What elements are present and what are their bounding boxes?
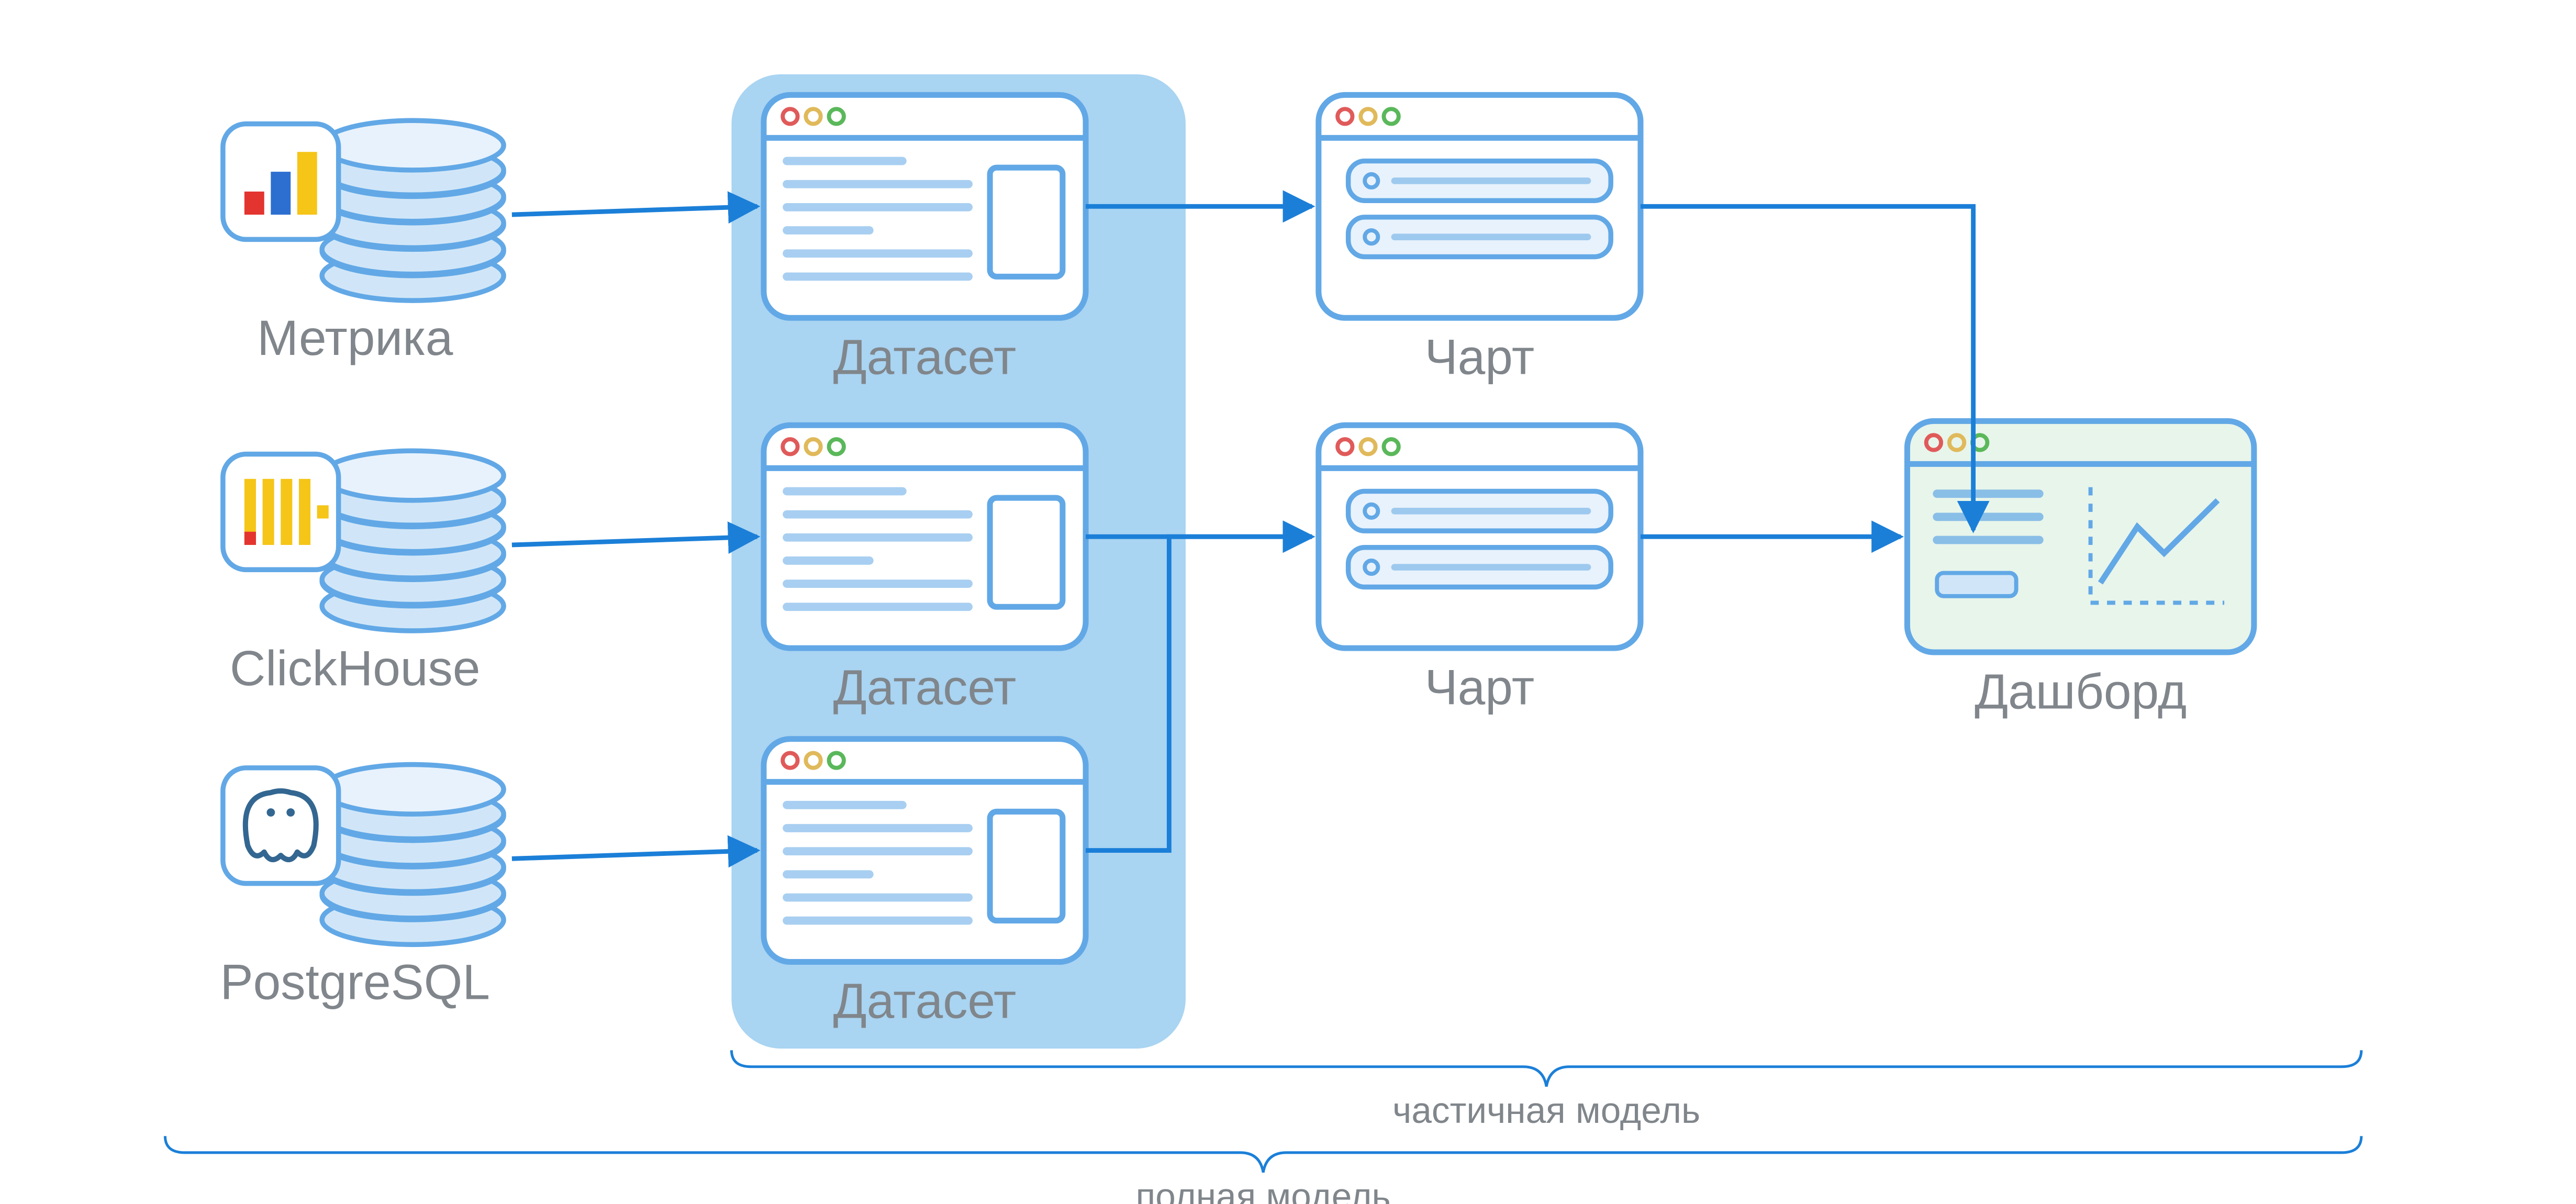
source-metrica: Метрика <box>223 120 504 366</box>
dataset-label-ds3: Датасет <box>833 974 1017 1029</box>
arrow <box>512 206 757 215</box>
source-label-metrica: Метрика <box>257 310 453 366</box>
dashboard-label: Дашборд <box>1975 664 2187 719</box>
source-clickhouse: ClickHouse <box>223 451 504 696</box>
partial-model-bracket <box>731 1050 2361 1086</box>
dashboard: Дашборд <box>1907 421 2254 719</box>
dataset-label-ds2: Датасет <box>833 660 1017 715</box>
partial-model-label: частичная модель <box>1392 1090 1700 1131</box>
chart-label-ch2: Чарт <box>1425 660 1535 715</box>
chart-ch2: Чарт <box>1319 425 1641 715</box>
arrow <box>512 537 757 545</box>
source-label-clickhouse: ClickHouse <box>230 641 481 696</box>
diagram-canvas: Метрика ClickHouse PostgreSQL Датасет Датасе… <box>0 0 2576 1204</box>
source-postgresql: PostgreSQL <box>220 765 504 1010</box>
source-label-postgresql: PostgreSQL <box>220 954 489 1010</box>
dataset-label-ds1: Датасет <box>833 329 1017 385</box>
full-model-bracket <box>165 1136 2361 1172</box>
arrow <box>512 851 757 859</box>
chart-ch1: Чарт <box>1319 95 1641 385</box>
full-model-label: полная модель <box>1136 1176 1391 1204</box>
chart-label-ch1: Чарт <box>1425 329 1535 385</box>
